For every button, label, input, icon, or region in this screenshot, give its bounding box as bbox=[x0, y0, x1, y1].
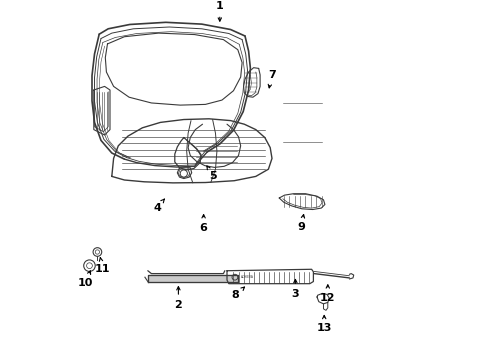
Text: 7: 7 bbox=[268, 70, 276, 80]
Text: 10: 10 bbox=[77, 278, 93, 288]
Polygon shape bbox=[148, 275, 238, 282]
Text: 12: 12 bbox=[320, 293, 336, 303]
Text: 13: 13 bbox=[317, 323, 332, 333]
Text: ACHIEVA: ACHIEVA bbox=[242, 275, 254, 279]
Text: 3: 3 bbox=[292, 289, 299, 299]
Text: 9: 9 bbox=[297, 222, 305, 232]
Text: 5: 5 bbox=[210, 171, 217, 181]
Text: 2: 2 bbox=[174, 300, 182, 310]
Text: 4: 4 bbox=[153, 203, 161, 213]
Text: 11: 11 bbox=[95, 264, 110, 274]
Text: 8: 8 bbox=[232, 290, 239, 300]
Text: 1: 1 bbox=[216, 1, 223, 12]
Text: 6: 6 bbox=[199, 222, 208, 233]
